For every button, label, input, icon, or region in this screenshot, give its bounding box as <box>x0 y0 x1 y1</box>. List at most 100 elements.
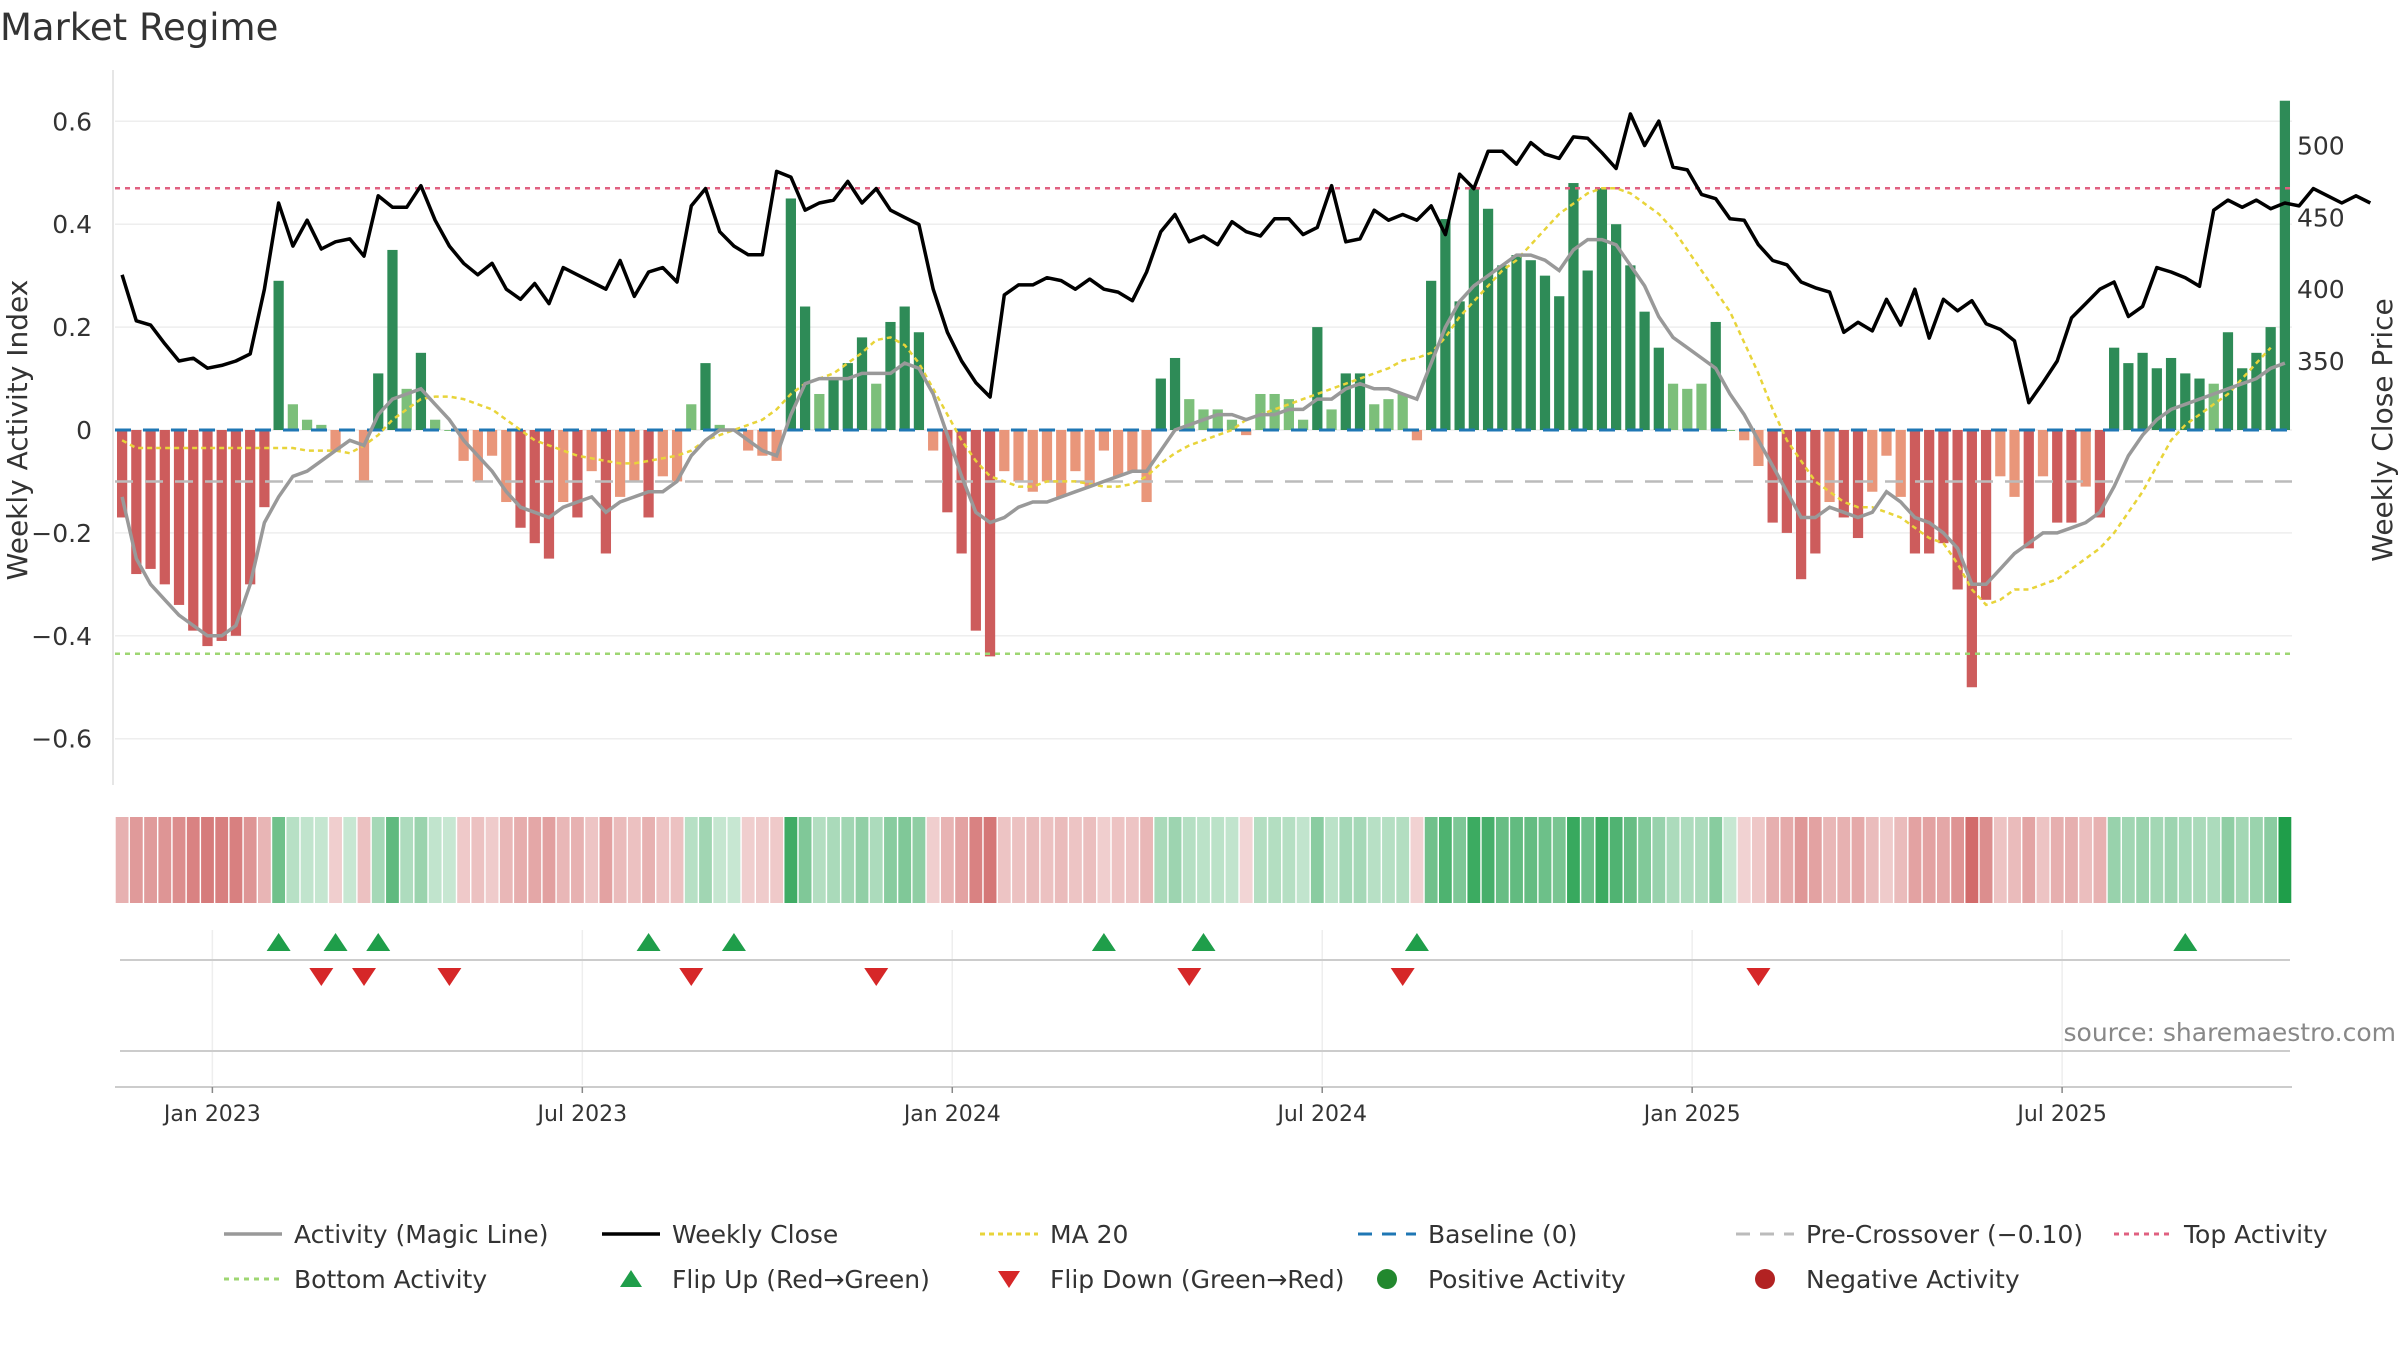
activity-bar <box>1497 265 1508 430</box>
heat-strip-cell <box>442 817 456 903</box>
heat-strip-cell <box>1097 817 1111 903</box>
chart-title: Market Regime <box>0 6 279 49</box>
activity-bar <box>501 430 512 503</box>
heat-strip-cell <box>1552 817 1566 903</box>
heat-strip-cell <box>2121 817 2135 903</box>
heat-strip-cell <box>1823 817 1836 903</box>
heat-strip-cell <box>1069 817 1082 903</box>
activity-bar <box>799 306 811 430</box>
activity-bar <box>2037 430 2049 477</box>
activity-bar <box>1739 430 1750 441</box>
activity-bar <box>1795 430 1807 580</box>
heat-strip-cell <box>314 817 328 903</box>
heat-strip-cell <box>585 817 599 903</box>
activity-bar <box>1682 388 1693 430</box>
red-triangle-down-icon <box>998 1271 1020 1288</box>
flip-down-marker <box>309 968 334 986</box>
heat-strip-cell <box>1993 817 2007 903</box>
activity-bar <box>543 430 555 559</box>
activity-bar <box>301 419 313 430</box>
activity-bar <box>2194 378 2205 430</box>
activity-bar <box>529 430 540 544</box>
ma20-line <box>121 186 2272 607</box>
heat-strip-cell <box>1382 817 1395 903</box>
activity-bar <box>1938 430 1949 544</box>
legend-label: Top Activity <box>2184 1219 2328 1249</box>
heat-strip-cell <box>1922 817 1936 903</box>
heat-strip-cell <box>1965 817 1979 903</box>
heat-strip-cell <box>115 817 129 903</box>
heat-strip-cell <box>1538 817 1552 903</box>
heat-strip-cell <box>1737 817 1751 903</box>
heat-strip-cell <box>1709 817 1723 903</box>
legend-label: MA 20 <box>1050 1219 1129 1249</box>
heat-strip-cell <box>670 817 684 903</box>
activity-bar <box>1625 265 1636 430</box>
heat-strip-cell <box>201 817 214 903</box>
legend-label: Bottom Activity <box>294 1264 488 1294</box>
solid-black-line-icon <box>602 1232 660 1236</box>
heat-strip-cell <box>1680 817 1694 903</box>
activity-bar <box>1952 430 1963 590</box>
heat-strip-cell <box>1467 817 1481 903</box>
legend-label: Activity (Magic Line) <box>294 1219 549 1249</box>
legend-label: Weekly Close <box>672 1219 839 1249</box>
activity-bar <box>1852 430 1864 539</box>
heat-strip-cell <box>1581 817 1595 903</box>
heat-strip-cell <box>1211 817 1225 903</box>
activity-bar <box>1297 419 1309 430</box>
activity-bar <box>1924 430 1935 554</box>
heat-strip-cell <box>2221 817 2235 903</box>
heat-strip-cell <box>1353 817 1367 903</box>
activity-bar <box>600 430 612 554</box>
y2-axis-label: Weekly Close Price <box>2366 298 2399 561</box>
y-tick-label: −0.2 <box>31 519 92 548</box>
heat-strip-cell <box>129 817 143 903</box>
activity-bar <box>1980 430 1992 600</box>
flip-up-marker <box>721 933 746 951</box>
heat-strip-cell <box>684 817 698 903</box>
heat-strip-cell <box>2150 817 2164 903</box>
y-tick-label: 0.6 <box>52 107 92 136</box>
activity-bar <box>1155 378 1166 430</box>
activity-bar <box>771 430 782 461</box>
flip-down-marker <box>864 968 889 986</box>
heat-strip-cell <box>1837 817 1851 903</box>
activity-bar <box>116 430 128 518</box>
heat-strip-cell <box>741 817 755 903</box>
activity-magic-line <box>120 237 2286 638</box>
heat-strip-cell <box>457 817 471 903</box>
heat-strip-cell <box>528 817 542 903</box>
activity-bar <box>259 430 270 508</box>
heat-strip-cell <box>1723 817 1737 903</box>
activity-bar <box>558 430 569 503</box>
activity-bar <box>657 430 668 477</box>
x-tick-label: Jan 2024 <box>902 1102 1001 1127</box>
activity-bar <box>1084 430 1095 487</box>
activity-bar <box>188 430 199 631</box>
heat-strip-cell <box>414 817 428 903</box>
activity-bar <box>145 430 156 569</box>
activity-bar <box>643 430 654 518</box>
y2-tick-label: 500 <box>2297 132 2345 161</box>
heat-strip-cell <box>215 817 229 903</box>
activity-bar <box>984 430 996 657</box>
legend-item: Positive Activity <box>1356 1263 1734 1295</box>
heat-strip-cell <box>1268 817 1282 903</box>
heat-strip-cell <box>1951 817 1965 903</box>
heat-strip-cell <box>898 817 912 903</box>
flip-up-marker <box>1191 933 1216 951</box>
activity-bar <box>928 430 939 451</box>
legend-item: Baseline (0) <box>1356 1218 1734 1250</box>
activity-bar <box>1511 255 1522 430</box>
y-tick-label: −0.4 <box>31 622 92 651</box>
activity-bar <box>871 383 882 430</box>
heat-strip-cell <box>1567 817 1580 903</box>
heat-strip-cell <box>2008 817 2021 903</box>
heat-strip-cell <box>2050 817 2064 903</box>
activity-bar <box>2080 430 2091 487</box>
heat-strip-cell <box>329 817 342 903</box>
activity-bar <box>1354 373 1366 430</box>
heat-strip-cell <box>2207 817 2221 903</box>
